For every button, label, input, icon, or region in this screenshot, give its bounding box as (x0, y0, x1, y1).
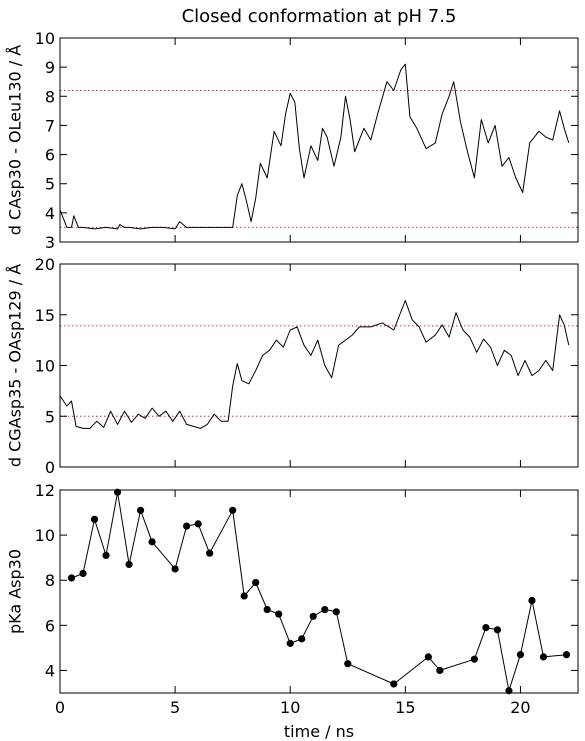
data-point (125, 560, 133, 569)
x-tick-label: 10 (280, 698, 300, 717)
y-tick-label: 9 (45, 58, 55, 77)
data-point (229, 506, 237, 514)
data-point (171, 565, 179, 573)
data-point (102, 551, 110, 560)
x-tick-label: 5 (170, 698, 180, 717)
y-axis-label: d CAsp30 - OLeu130 / Å (6, 45, 25, 235)
y-tick-label: 7 (45, 116, 55, 135)
series-line-1 (71, 491, 567, 692)
data-point (516, 651, 525, 659)
panel-2: 0 5 10 15 20 d CGAsp35 - OAsp129 / Å (6, 255, 579, 477)
figure-title: Closed conformation at pH 7.5 (182, 6, 457, 27)
data-point (470, 655, 478, 663)
data-point (263, 605, 271, 614)
y-tick-label: 8 (45, 87, 55, 106)
data-point (309, 612, 317, 620)
y-tick-label: 6 (45, 616, 55, 635)
series-line-1 (59, 63, 570, 230)
data-point (424, 653, 432, 661)
x-axis-label: time / ns (284, 722, 354, 741)
data-point (321, 605, 329, 614)
data-point (436, 666, 444, 675)
y-tick-label: 3 (45, 233, 55, 252)
y-tick-label: 15 (35, 306, 55, 325)
data-point (79, 569, 87, 578)
series-line-1 (59, 300, 570, 429)
panel-3: 4 6 8 10 12 0 5 10 15 20 pKa Asp30 time / ns (6, 481, 579, 741)
data-point (332, 608, 340, 616)
data-point (298, 635, 306, 643)
y-axis-label: pKa Asp30 (6, 549, 25, 634)
data-point (136, 506, 145, 514)
plot-frame (59, 263, 579, 468)
plot-frame (59, 489, 579, 694)
x-tick-label: 20 (510, 698, 530, 717)
data-point (275, 610, 283, 618)
data-point (539, 653, 548, 661)
data-point (194, 520, 202, 528)
data-point (183, 522, 191, 530)
y-tick-label: 12 (35, 481, 55, 500)
plot-frame (59, 37, 579, 243)
data-point (286, 639, 294, 647)
data-point (67, 574, 76, 582)
y-tick-label: 20 (35, 255, 55, 274)
panel-1: 3 4 5 6 7 8 9 10 d CAsp30 - OLeu130 / Å (6, 29, 579, 252)
panels: 3 4 5 6 7 8 9 10 d CAsp30 - OLeu130 / Å 0 5 10 15 20 d… (6, 29, 579, 741)
data-point (493, 626, 502, 634)
data-point (252, 578, 260, 587)
y-tick-label: 5 (45, 407, 55, 426)
x-tick-label: 0 (55, 698, 65, 717)
data-point (240, 592, 248, 600)
y-tick-label: 4 (45, 204, 55, 223)
y-tick-label: 0 (45, 458, 55, 477)
data-point (206, 549, 214, 557)
y-tick-label: 4 (45, 661, 55, 680)
data-point (344, 660, 352, 668)
y-tick-label: 6 (45, 146, 55, 165)
y-axis-label: d CGAsp35 - OAsp129 / Å (6, 264, 25, 467)
y-tick-label: 5 (45, 175, 55, 194)
data-point (562, 651, 571, 659)
y-tick-label: 10 (35, 526, 55, 545)
y-tick-label: 10 (35, 357, 55, 376)
y-tick-label: 10 (35, 29, 55, 48)
data-point (148, 538, 156, 546)
data-point (390, 680, 398, 688)
data-point (482, 623, 490, 632)
data-point (90, 515, 99, 523)
data-point (528, 596, 536, 605)
x-tick-label: 15 (395, 698, 415, 717)
y-tick-label: 8 (45, 571, 55, 590)
